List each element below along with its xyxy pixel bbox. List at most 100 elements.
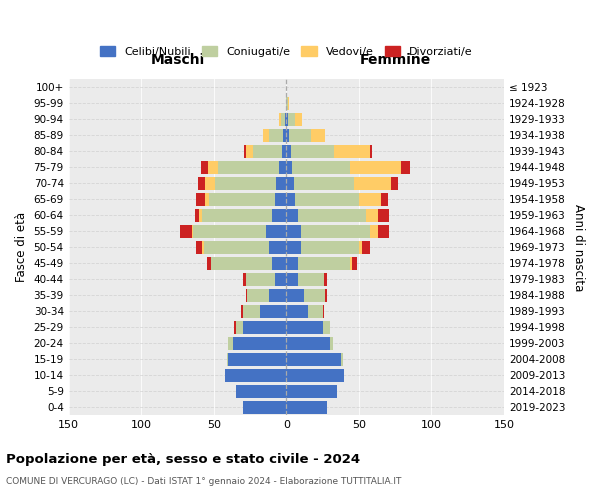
Bar	[275, 272, 286, 286]
Bar	[286, 304, 308, 318]
Bar	[301, 225, 370, 238]
Bar	[301, 241, 359, 254]
Bar	[324, 272, 327, 286]
Bar	[286, 193, 295, 206]
Bar	[281, 113, 285, 126]
Bar	[286, 352, 341, 366]
Bar	[286, 177, 293, 190]
Bar	[243, 400, 286, 413]
Bar	[401, 161, 410, 174]
Bar	[286, 209, 298, 222]
Bar	[283, 129, 286, 142]
Bar	[269, 241, 286, 254]
Bar	[244, 145, 245, 158]
Bar	[293, 177, 355, 190]
Bar	[286, 336, 330, 350]
Bar	[202, 209, 272, 222]
Bar	[286, 241, 301, 254]
Bar	[203, 241, 269, 254]
Bar	[243, 320, 286, 334]
Bar	[295, 193, 359, 206]
Bar	[272, 256, 286, 270]
Bar	[201, 161, 208, 174]
Bar	[245, 272, 275, 286]
Bar	[359, 241, 362, 254]
Bar	[243, 272, 245, 286]
Legend: Celibi/Nubili, Coniugati/e, Vedovi/e, Divorziati/e: Celibi/Nubili, Coniugati/e, Vedovi/e, Di…	[95, 42, 478, 61]
Bar	[234, 320, 236, 334]
Bar	[286, 288, 304, 302]
Bar	[290, 145, 334, 158]
Bar	[286, 129, 289, 142]
Text: Maschi: Maschi	[151, 52, 205, 66]
Bar	[199, 209, 202, 222]
Bar	[288, 113, 295, 126]
Bar	[341, 352, 343, 366]
Bar	[292, 161, 350, 174]
Bar	[245, 288, 247, 302]
Bar	[286, 113, 288, 126]
Bar	[226, 368, 286, 382]
Bar	[350, 161, 401, 174]
Bar	[228, 336, 233, 350]
Bar	[370, 225, 378, 238]
Bar	[272, 209, 286, 222]
Bar	[193, 225, 266, 238]
Bar	[196, 193, 205, 206]
Bar	[276, 177, 286, 190]
Bar	[370, 145, 372, 158]
Bar	[378, 225, 389, 238]
Bar	[323, 304, 324, 318]
Bar	[269, 129, 283, 142]
Bar	[227, 352, 228, 366]
Bar	[286, 145, 290, 158]
Bar	[253, 145, 282, 158]
Bar	[295, 113, 302, 126]
Y-axis label: Anni di nascita: Anni di nascita	[572, 204, 585, 291]
Bar	[279, 161, 286, 174]
Bar	[275, 193, 286, 206]
Bar	[266, 225, 286, 238]
Bar	[245, 145, 253, 158]
Bar	[209, 193, 275, 206]
Bar	[286, 320, 323, 334]
Bar	[362, 241, 370, 254]
Bar	[330, 336, 333, 350]
Bar	[206, 256, 211, 270]
Text: COMUNE DI VERCURAGO (LC) - Dati ISTAT 1° gennaio 2024 - Elaborazione TUTTITALIA.: COMUNE DI VERCURAGO (LC) - Dati ISTAT 1°…	[6, 478, 401, 486]
Bar	[263, 129, 269, 142]
Bar	[304, 288, 325, 302]
Bar	[181, 225, 192, 238]
Bar	[211, 256, 272, 270]
Bar	[286, 400, 327, 413]
Bar	[350, 256, 352, 270]
Bar	[205, 193, 209, 206]
Bar	[202, 241, 203, 254]
Bar	[288, 97, 289, 110]
Bar	[198, 177, 205, 190]
Bar	[359, 193, 380, 206]
Bar	[243, 304, 260, 318]
Bar	[286, 225, 301, 238]
Bar	[215, 177, 276, 190]
Bar	[192, 225, 193, 238]
Bar	[285, 113, 286, 126]
Bar	[298, 256, 350, 270]
Bar	[325, 288, 327, 302]
Text: Popolazione per età, sesso e stato civile - 2024: Popolazione per età, sesso e stato civil…	[6, 452, 360, 466]
Bar	[380, 193, 388, 206]
Bar	[323, 320, 330, 334]
Bar	[289, 129, 311, 142]
Bar	[366, 209, 378, 222]
Bar	[286, 384, 337, 398]
Bar	[334, 145, 370, 158]
Bar	[391, 177, 398, 190]
Bar	[208, 161, 218, 174]
Bar	[286, 272, 298, 286]
Bar	[218, 161, 279, 174]
Bar	[352, 256, 358, 270]
Bar	[308, 304, 323, 318]
Bar	[282, 145, 286, 158]
Bar	[269, 288, 286, 302]
Bar	[228, 352, 286, 366]
